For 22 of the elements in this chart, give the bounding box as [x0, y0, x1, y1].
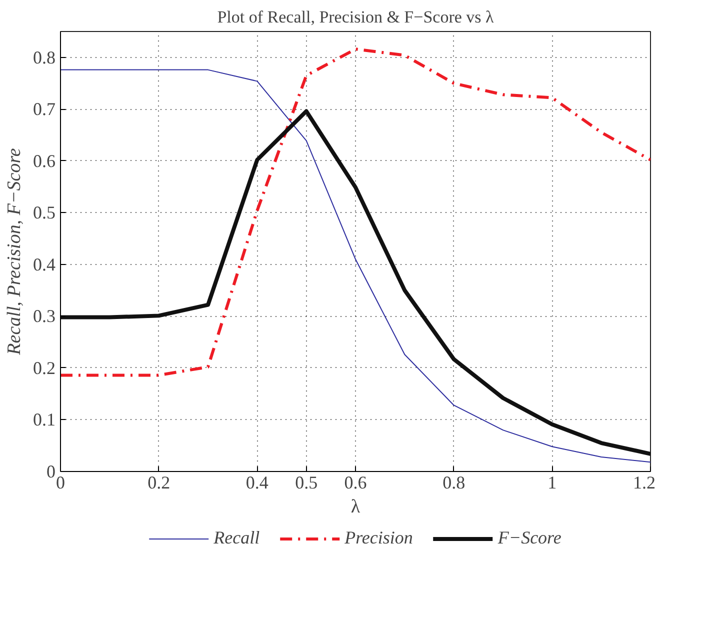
y-tick-label: 0.5 [33, 202, 56, 223]
chart-title: Plot of Recall, Precision & F−Score vs λ [217, 8, 495, 26]
legend-label: Recall [214, 528, 260, 548]
line-series [60, 48, 650, 377]
x-tick-label: 0.8 [442, 472, 466, 492]
y-tick-label: 0.6 [33, 150, 56, 171]
x-tick-label: 1 [548, 472, 557, 492]
y-tick-label: 0.1 [33, 410, 56, 430]
y-tick-label: 0.8 [33, 47, 56, 68]
x-tick-label: 0.2 [148, 472, 170, 492]
x-tick-label: 1.2 [633, 472, 656, 492]
y-tick-label: 0.2 [33, 358, 56, 378]
y-tick-label: 0.4 [33, 254, 56, 274]
x-tick-label: 0.4 [246, 472, 268, 492]
y-tick-label: 0.7 [33, 99, 56, 120]
x-tick-label: 0.5 [295, 472, 318, 492]
legend-label: F−Score [498, 528, 562, 548]
y-axis-title: Recall, Precision, F−Score [4, 148, 25, 356]
legend-label: Precision [344, 528, 413, 548]
x-axis-title: λ [350, 496, 361, 518]
x-tick-label: 0.6 [344, 472, 367, 492]
y-tick-label: 0.3 [33, 306, 56, 326]
